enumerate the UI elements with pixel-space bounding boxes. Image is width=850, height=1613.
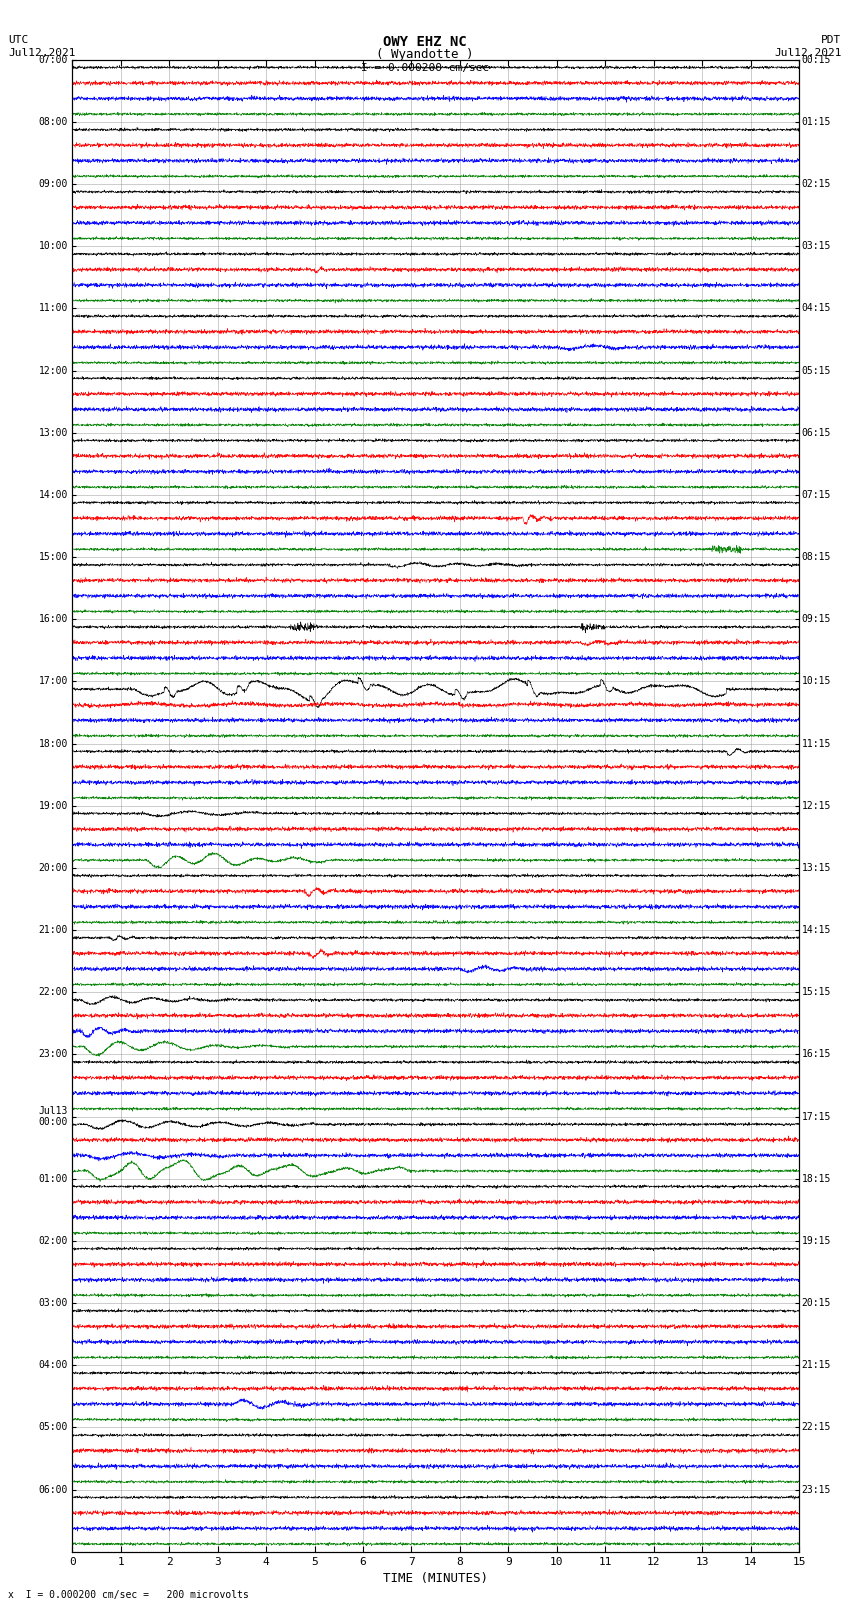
Text: I = 0.000200 cm/sec: I = 0.000200 cm/sec (361, 63, 489, 73)
Text: PDT: PDT (821, 35, 842, 45)
Text: OWY EHZ NC: OWY EHZ NC (383, 35, 467, 50)
Text: Jul12,2021: Jul12,2021 (774, 48, 842, 58)
Text: x  I = 0.000200 cm/sec =   200 microvolts: x I = 0.000200 cm/sec = 200 microvolts (8, 1590, 249, 1600)
Text: ( Wyandotte ): ( Wyandotte ) (377, 48, 473, 61)
Text: Jul12,2021: Jul12,2021 (8, 48, 76, 58)
X-axis label: TIME (MINUTES): TIME (MINUTES) (383, 1573, 488, 1586)
Text: UTC: UTC (8, 35, 29, 45)
